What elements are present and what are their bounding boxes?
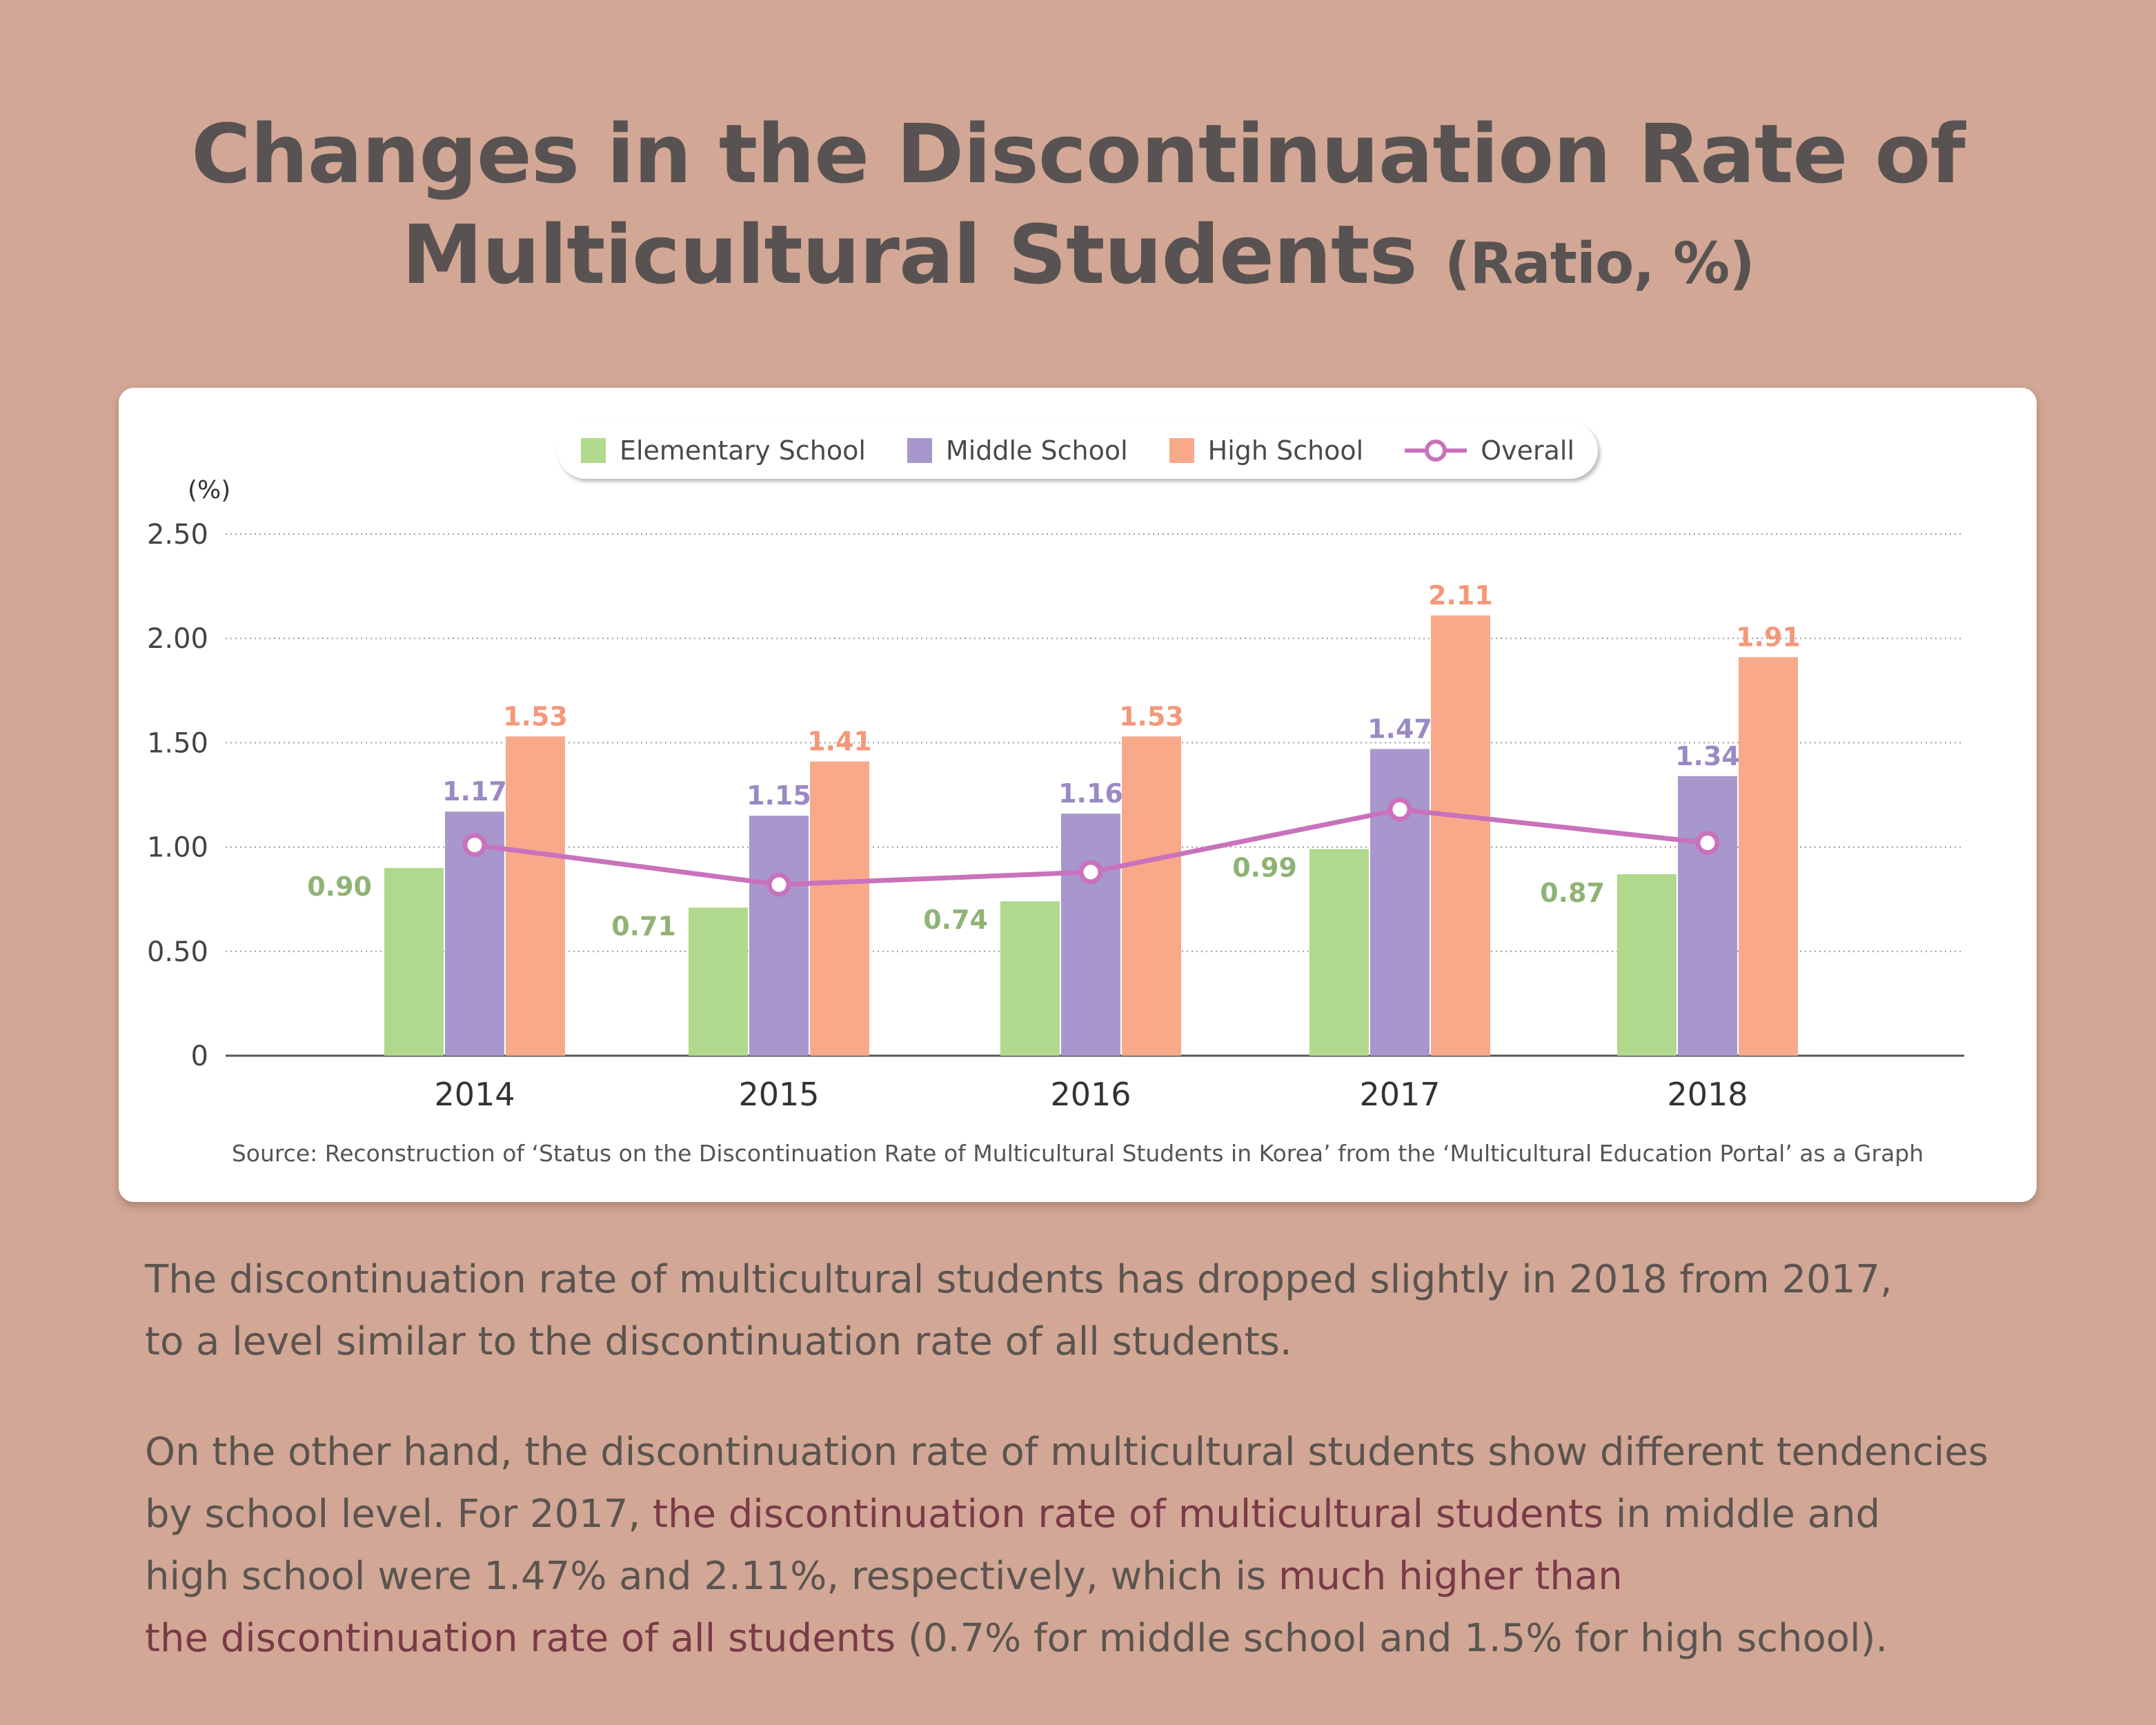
source-note: Source: Reconstruction of ‘Status on the… xyxy=(231,1140,1924,1167)
paragraph-2-line3a: high school were 1.47% and 2.11%, respec… xyxy=(145,1554,1278,1599)
chart-legend: Elementary School Middle School High Sch… xyxy=(557,422,1598,479)
bar-middle-2018 xyxy=(1678,776,1737,1056)
bar-high-2016 xyxy=(1122,736,1181,1056)
bar-middle-2016 xyxy=(1061,814,1120,1056)
data-label-middle-2016: 1.16 xyxy=(1058,778,1123,809)
middle-swatch-icon xyxy=(907,438,932,463)
title-line2: Multicultural Students xyxy=(402,207,1417,302)
bar-high-2017 xyxy=(1431,615,1490,1056)
paragraph-1: The discontinuation rate of multicultura… xyxy=(145,1249,2049,1373)
paragraph-2-highlight-1: the discontinuation rate of multicultura… xyxy=(653,1492,1604,1537)
y-tick-label: 0.50 xyxy=(147,936,208,968)
bar-middle-2015 xyxy=(749,816,809,1056)
legend-label-elementary: Elementary School xyxy=(619,435,866,466)
elementary-swatch-icon xyxy=(580,438,606,463)
paragraph-2-line4b: (0.7% for middle school and 1.5% for hig… xyxy=(896,1616,1888,1661)
data-label-high-2017: 2.11 xyxy=(1428,580,1493,611)
overall-line-marker-icon xyxy=(1405,440,1467,462)
chart-card: Elementary School Middle School High Sch… xyxy=(119,388,2037,1202)
overall-point-2014 xyxy=(462,833,487,858)
y-tick-label: 1.00 xyxy=(147,832,208,864)
bar-high-2018 xyxy=(1739,657,1798,1056)
data-label-high-2014: 1.53 xyxy=(503,701,568,731)
overall-point-2015 xyxy=(767,872,791,897)
overall-point-2018 xyxy=(1695,831,1720,856)
overall-point-2017 xyxy=(1387,797,1412,822)
legend-item-elementary: Elementary School xyxy=(580,435,866,466)
overall-point-2016 xyxy=(1078,860,1103,885)
paragraph-1-line1: The discontinuation rate of multicultura… xyxy=(145,1257,1892,1302)
bar-high-2014 xyxy=(506,736,565,1056)
paragraph-2-highlight-2: much higher than xyxy=(1278,1554,1623,1599)
data-label-high-2015: 1.41 xyxy=(807,727,872,757)
data-label-elementary-2016: 0.74 xyxy=(923,905,988,935)
bar-elementary-2014 xyxy=(384,867,444,1056)
legend-label-overall: Overall xyxy=(1481,435,1575,466)
legend-label-high: High School xyxy=(1207,435,1364,466)
y-tick-label: 2.00 xyxy=(147,623,208,655)
data-label-elementary-2015: 0.71 xyxy=(611,911,676,941)
bar-middle-2017 xyxy=(1370,749,1430,1056)
y-axis-unit: (%) xyxy=(188,476,230,504)
legend-item-middle: Middle School xyxy=(907,435,1128,466)
bar-elementary-2018 xyxy=(1617,874,1677,1056)
x-tick-label: 2014 xyxy=(434,1076,515,1113)
paragraph-2-highlight-3: the discontinuation rate of all students xyxy=(145,1616,896,1661)
page-title: Changes in the Discontinuation Rate of M… xyxy=(0,103,2156,315)
data-label-elementary-2018: 0.87 xyxy=(1540,878,1605,908)
data-label-middle-2015: 1.15 xyxy=(746,780,811,811)
data-label-high-2018: 1.91 xyxy=(1736,622,1801,652)
legend-item-high: High School xyxy=(1169,435,1364,466)
data-label-high-2016: 1.53 xyxy=(1119,701,1184,731)
y-tick-label: 2.50 xyxy=(147,519,208,551)
y-tick-label: 0 xyxy=(191,1041,208,1072)
bar-high-2015 xyxy=(810,761,869,1056)
bar-elementary-2017 xyxy=(1309,849,1369,1056)
x-tick-label: 2018 xyxy=(1667,1076,1748,1113)
x-tick-label: 2015 xyxy=(738,1076,819,1113)
data-label-elementary-2014: 0.90 xyxy=(307,871,372,902)
paragraph-2-line1: On the other hand, the discontinuation r… xyxy=(145,1430,1988,1475)
title-unit: (Ratio, %) xyxy=(1444,231,1755,297)
paragraph-2-line2b: in middle and xyxy=(1603,1492,1881,1537)
y-tick-label: 1.50 xyxy=(147,727,208,759)
x-tick-label: 2016 xyxy=(1050,1076,1131,1113)
paragraph-1-line2: to a level similar to the discontinuatio… xyxy=(145,1319,1292,1364)
bar-elementary-2016 xyxy=(1000,901,1060,1056)
data-label-middle-2018: 1.34 xyxy=(1675,741,1740,771)
legend-item-overall: Overall xyxy=(1405,435,1574,466)
legend-label-middle: Middle School xyxy=(945,435,1128,466)
title-line1: Changes in the Discontinuation Rate of xyxy=(191,106,1966,201)
x-tick-label: 2017 xyxy=(1359,1076,1440,1113)
paragraph-2-line2a: by school level. For 2017, xyxy=(145,1492,653,1537)
high-swatch-icon xyxy=(1169,438,1194,463)
data-label-middle-2017: 1.47 xyxy=(1367,713,1432,744)
paragraph-2: On the other hand, the discontinuation r… xyxy=(145,1421,2049,1670)
data-label-middle-2014: 1.17 xyxy=(442,776,507,807)
bar-elementary-2015 xyxy=(689,907,748,1056)
bar-chart: (%) 0 0.50 1.00 1.50 2.00 2.50 0.90 1.17 1.53 201… xyxy=(147,476,1964,1113)
data-label-elementary-2017: 0.99 xyxy=(1232,853,1297,883)
